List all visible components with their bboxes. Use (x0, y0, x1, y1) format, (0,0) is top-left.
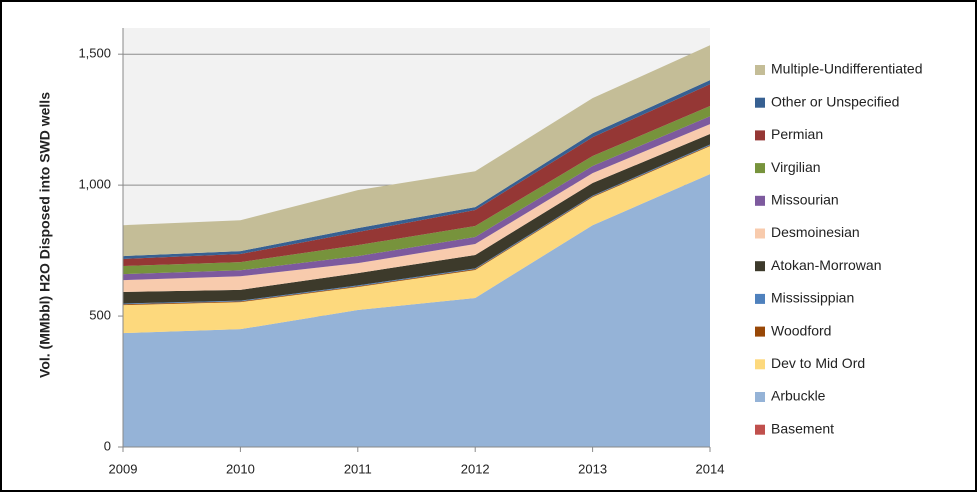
legend-swatch (755, 195, 765, 206)
legend-swatch (755, 359, 765, 370)
x-tick-label: 2012 (461, 461, 490, 476)
area (123, 106, 710, 275)
legend-label: Virgilian (771, 159, 821, 175)
legend-label: Atokan-Morrowan (771, 257, 882, 273)
area (123, 174, 710, 447)
legend-swatch (755, 326, 765, 337)
legend-label: Woodford (771, 322, 831, 338)
legend-label: Missourian (771, 192, 839, 208)
area (123, 124, 710, 292)
y-tick-label: 1,000 (78, 177, 111, 192)
y-tick-label: 500 (89, 308, 111, 323)
area (123, 134, 710, 304)
x-tick-label: 2014 (696, 461, 725, 476)
area (123, 146, 710, 334)
area (123, 84, 710, 267)
legend-swatch (755, 261, 765, 272)
legend-swatch (755, 97, 765, 108)
y-tick-label: 1,500 (78, 46, 111, 61)
area (123, 116, 710, 281)
legend-label: Other or Unspecified (771, 93, 899, 109)
legend-label: Arbuckle (771, 388, 826, 404)
legend-label: Dev to Mid Ord (771, 355, 865, 371)
legend-swatch (755, 392, 765, 402)
x-tick-label: 2010 (226, 461, 255, 476)
legend-label: Desmoinesian (771, 224, 860, 240)
legend-swatch (755, 293, 765, 304)
legend-swatch (755, 228, 765, 239)
legend-swatch (755, 65, 765, 75)
x-tick-label: 2013 (578, 461, 607, 476)
legend-swatch (755, 130, 765, 141)
legend-label: Basement (771, 420, 834, 436)
legend-label: Multiple-Undifferentiated (771, 61, 923, 77)
y-tick-label: 0 (104, 438, 111, 453)
legend-label: Mississippian (771, 290, 854, 306)
legend-label: Permian (771, 126, 823, 142)
x-tick-label: 2011 (344, 461, 372, 476)
area (123, 45, 710, 257)
x-tick-label: 2009 (109, 461, 138, 476)
legend-swatch (755, 424, 765, 435)
legend-swatch (755, 163, 765, 174)
y-axis-title: Vol. (MMbbl) H2O Disposed into SWD wells (37, 92, 53, 378)
